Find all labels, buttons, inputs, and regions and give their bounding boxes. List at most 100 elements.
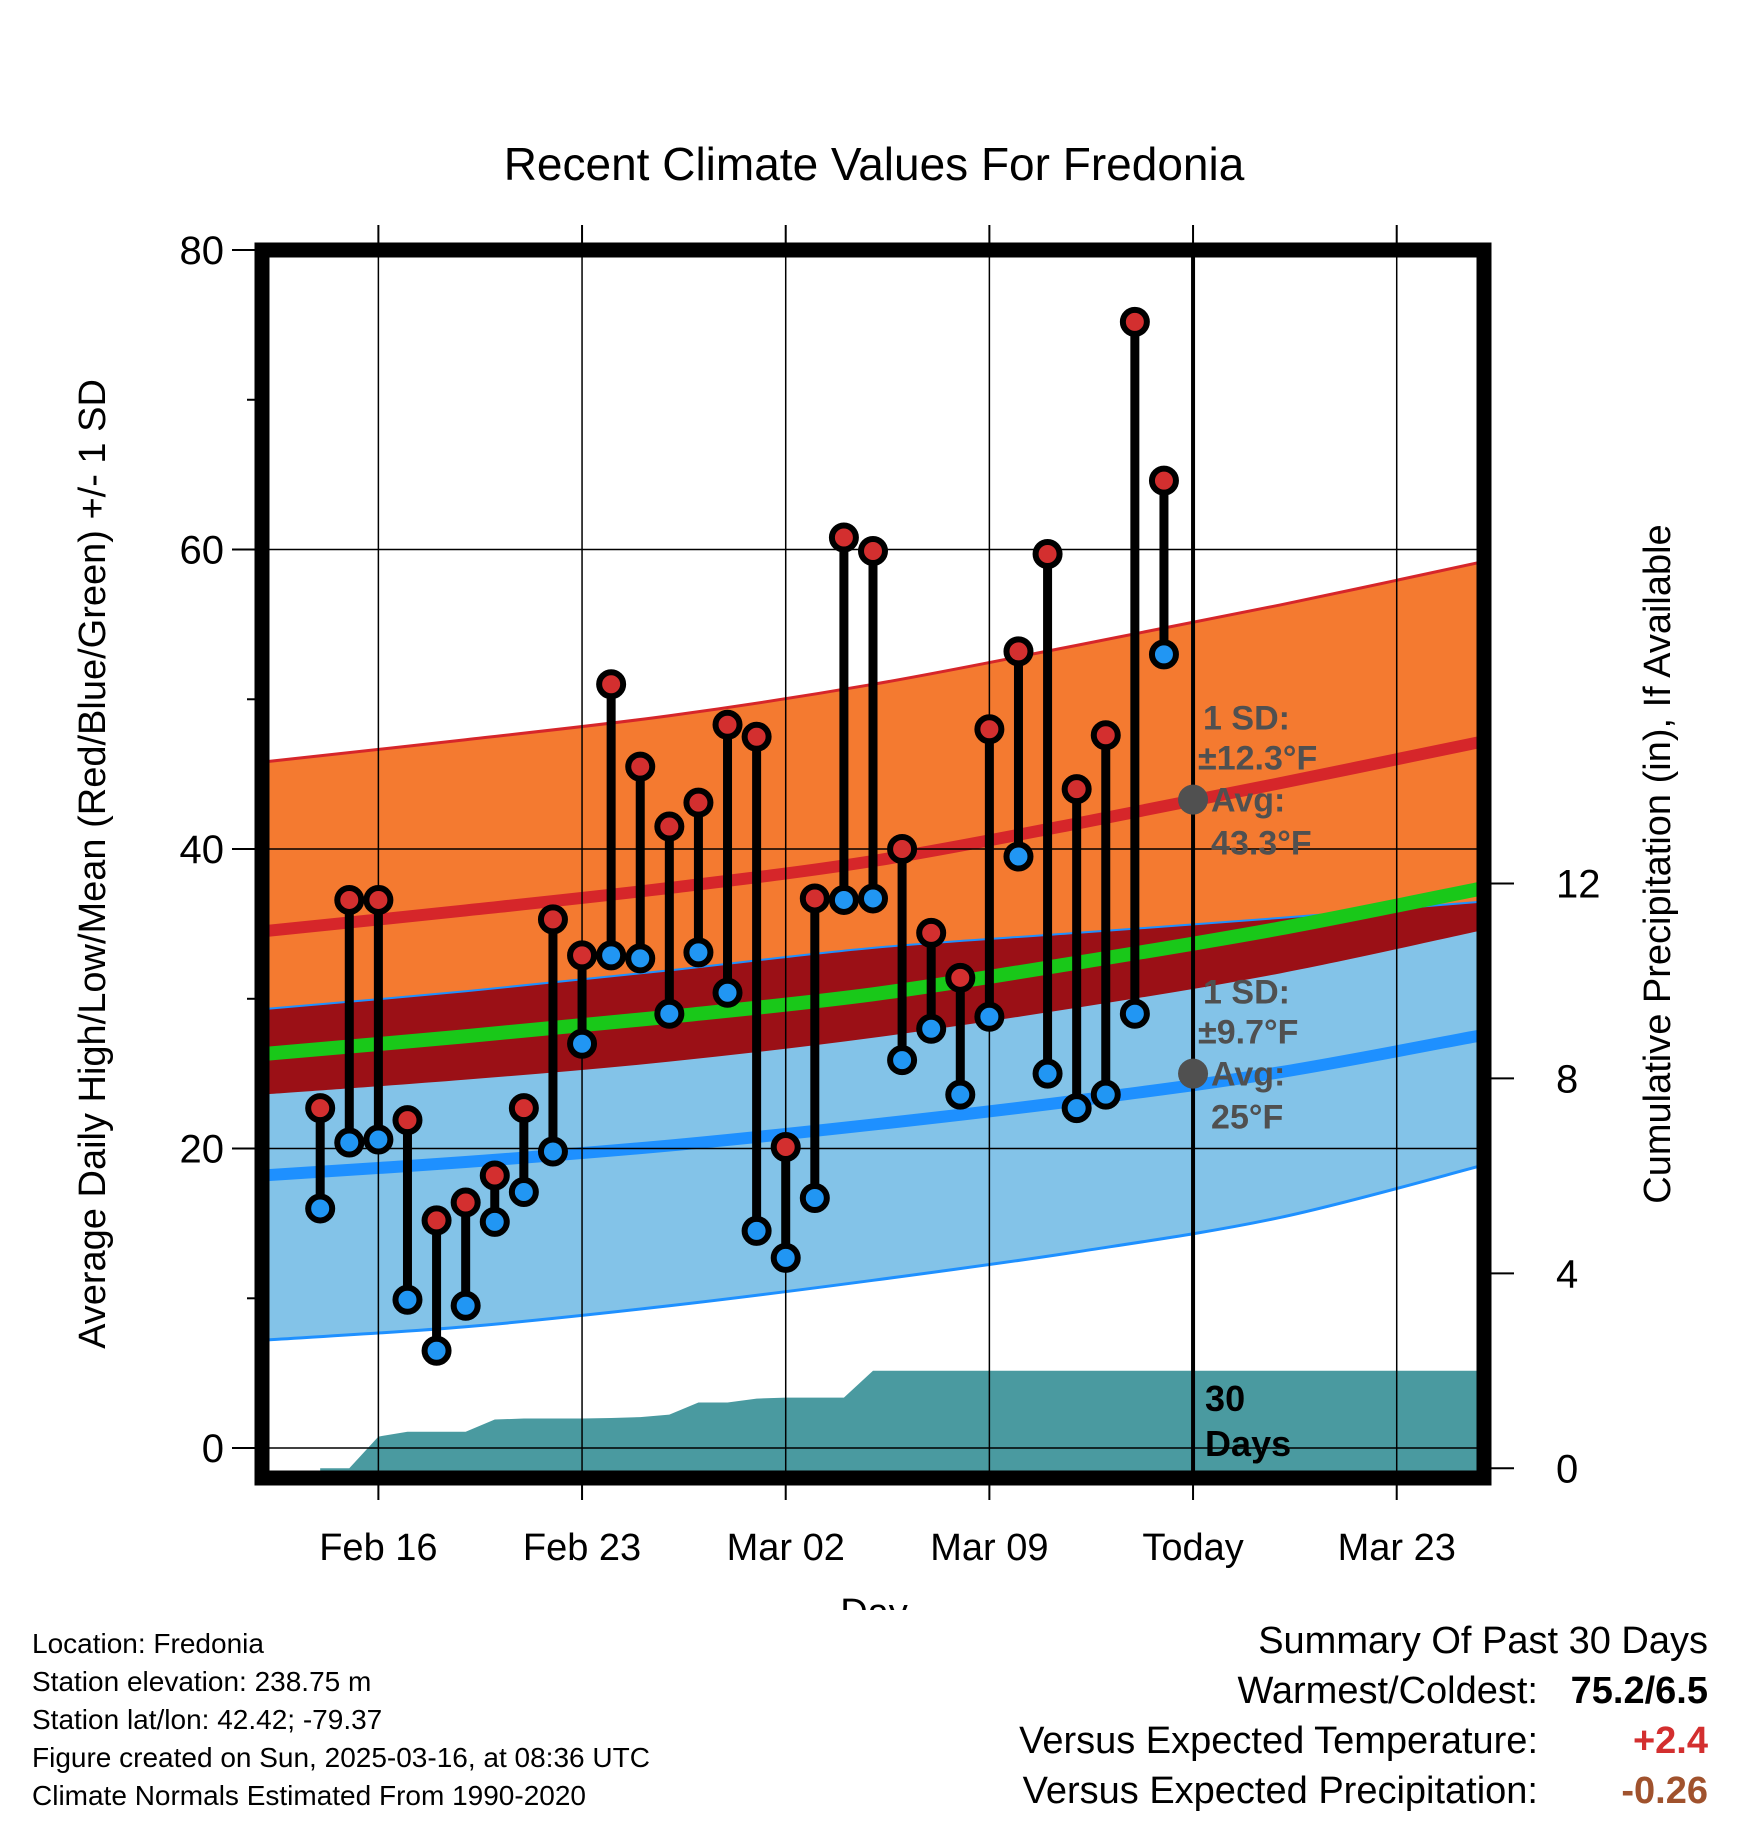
high-point [887, 834, 918, 865]
y2-axis-label: Cumulative Precipitation (in), If Availa… [1637, 524, 1679, 1203]
low-point [392, 1284, 423, 1315]
y-tick-label: 20 [180, 1128, 225, 1172]
low-point [654, 998, 685, 1029]
warmest-coldest-label: Warmest/Coldest: [1237, 1670, 1538, 1712]
days-label: Days [1205, 1423, 1291, 1464]
y2-tick-label: 8 [1556, 1057, 1578, 1101]
normals-line: Climate Normals Estimated From 1990-2020 [32, 1780, 586, 1811]
high-point [712, 709, 743, 740]
low-point [596, 940, 627, 971]
y-tick-label: 40 [180, 828, 225, 872]
high-point [828, 522, 859, 553]
temp-anomaly-label: Versus Expected Temperature: [1019, 1720, 1538, 1762]
y2-tick-label: 12 [1556, 862, 1601, 906]
high-point [945, 962, 976, 993]
low-point [508, 1176, 539, 1207]
y-tick-label: 0 [202, 1427, 224, 1471]
low-point [916, 1013, 947, 1044]
mean-normal-line [262, 881, 1484, 1062]
low-point [363, 1124, 394, 1155]
x-tick-label: Mar 02 [727, 1527, 845, 1569]
y2-tick-label: 0 [1556, 1447, 1578, 1491]
low-point [450, 1290, 481, 1321]
normal-annotation-text: ±12.3°F [1198, 740, 1317, 778]
low-point [712, 977, 743, 1008]
high-point [1003, 636, 1034, 667]
low-point [625, 943, 656, 974]
y2-tick-label: 4 [1556, 1252, 1578, 1296]
high-point [654, 811, 685, 842]
low-point [305, 1193, 336, 1224]
low-point [567, 1028, 598, 1059]
summary-title: Summary Of Past 30 Days [1258, 1620, 1708, 1662]
low-point [887, 1045, 918, 1076]
high-point [1032, 539, 1063, 570]
days-label: 30 [1205, 1378, 1245, 1419]
x-tick-label: Mar 23 [1338, 1527, 1456, 1569]
low-point [1090, 1079, 1121, 1110]
normal-marker [1178, 784, 1209, 815]
x-tick-label: Feb 16 [319, 1527, 437, 1569]
high-point [1148, 465, 1179, 496]
high-point [1061, 774, 1092, 805]
high-point [537, 904, 568, 935]
high-point [508, 1093, 539, 1124]
created-line: Figure created on Sun, 2025-03-16, at 08… [32, 1742, 650, 1773]
x-axis-label: Day [840, 1592, 908, 1610]
x-tick-label: Mar 09 [930, 1527, 1048, 1569]
high-point [625, 751, 656, 782]
low-point [974, 1001, 1005, 1032]
high-point [479, 1160, 510, 1191]
precip-anomaly-value: -0.26 [1621, 1770, 1708, 1812]
low-point [334, 1127, 365, 1158]
low-point [1032, 1058, 1063, 1089]
low-point [799, 1182, 830, 1213]
normal-annotation-text: 1 SD: [1203, 700, 1290, 738]
low-point [1119, 998, 1150, 1029]
low-point [1061, 1093, 1092, 1124]
location-line: Location: Fredonia [32, 1628, 264, 1659]
warmest-coldest-value: 75.2/6.5 [1570, 1670, 1708, 1712]
high-point [305, 1093, 336, 1124]
x-tick-label: Feb 23 [523, 1527, 641, 1569]
high-point [741, 721, 772, 752]
climate-chart: Recent Climate Values For Fredonia 1 SD:… [72, 138, 1679, 1610]
normal-annotation-text: Avg: [1211, 1056, 1285, 1094]
high-point [450, 1187, 481, 1218]
chart-title: Recent Climate Values For Fredonia [504, 138, 1245, 190]
high-point [916, 917, 947, 948]
high-point [596, 669, 627, 700]
x-tick-label: Today [1142, 1527, 1243, 1569]
normal-annotation-text: ±9.7°F [1198, 1014, 1298, 1052]
y-tick-label: 60 [180, 529, 225, 573]
latlon-line: Station lat/lon: 42.42; -79.37 [32, 1704, 383, 1735]
low-point [741, 1215, 772, 1246]
high-point [1119, 306, 1150, 337]
normal-annotation-text: 1 SD: [1203, 974, 1290, 1012]
precip-area [320, 1370, 1484, 1478]
location-info: Location: Fredonia Station elevation: 23… [32, 1625, 650, 1815]
normal-annotation-text: 43.3°F [1211, 825, 1312, 863]
normal-marker [1178, 1058, 1209, 1089]
mean-sd-upper-line [262, 900, 1484, 1011]
precip-anomaly-label: Versus Expected Precipitation: [1022, 1770, 1538, 1812]
low-point [421, 1335, 452, 1366]
low-point [1148, 639, 1179, 670]
low-point [683, 937, 714, 968]
high-point [683, 787, 714, 818]
low-point [537, 1136, 568, 1167]
high-point [421, 1205, 452, 1236]
high-point [334, 884, 365, 915]
high-point [567, 940, 598, 971]
low-point [479, 1206, 510, 1237]
high-point [392, 1105, 423, 1136]
low-point [858, 883, 888, 914]
temp-anomaly-value: +2.4 [1632, 1720, 1708, 1762]
low-point [770, 1242, 801, 1273]
plot-frame [254, 242, 1492, 1486]
elevation-line: Station elevation: 238.75 m [32, 1666, 372, 1697]
low-point [945, 1079, 976, 1110]
high-point [858, 536, 888, 567]
high-point [363, 884, 394, 915]
low-sd-lower-line [262, 1163, 1484, 1342]
